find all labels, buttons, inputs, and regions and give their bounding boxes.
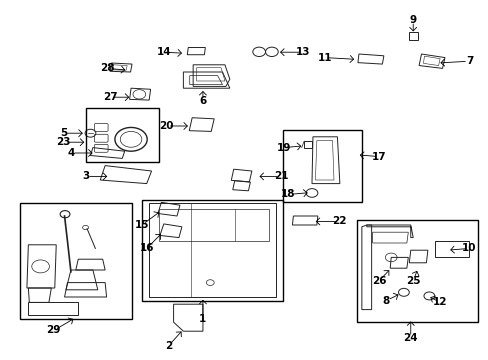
Bar	[142, 200, 282, 301]
Text: 14: 14	[156, 47, 171, 57]
Text: 20: 20	[159, 121, 173, 131]
Text: 17: 17	[371, 152, 386, 162]
Text: 27: 27	[102, 92, 117, 102]
Text: 10: 10	[461, 243, 476, 253]
Text: 7: 7	[465, 56, 472, 66]
Text: 12: 12	[432, 297, 447, 307]
Text: 26: 26	[371, 276, 386, 286]
Text: 13: 13	[295, 47, 310, 57]
Text: 4: 4	[67, 148, 75, 158]
Bar	[20, 203, 132, 319]
Text: 24: 24	[403, 333, 417, 343]
Text: 1: 1	[199, 314, 206, 324]
Text: 11: 11	[317, 53, 332, 63]
Text: 25: 25	[405, 276, 420, 286]
Bar	[282, 130, 361, 202]
Text: 3: 3	[82, 171, 89, 181]
Text: 2: 2	[165, 341, 172, 351]
Bar	[85, 108, 159, 162]
Text: 23: 23	[56, 137, 71, 147]
Text: 18: 18	[281, 189, 295, 199]
Text: 9: 9	[409, 15, 416, 25]
Text: 15: 15	[134, 220, 149, 230]
Text: 8: 8	[382, 296, 389, 306]
Text: 6: 6	[199, 96, 206, 106]
Bar	[356, 220, 477, 322]
Text: 22: 22	[332, 216, 346, 226]
Text: 16: 16	[139, 243, 154, 253]
Text: 5: 5	[60, 128, 67, 138]
Text: 28: 28	[100, 63, 115, 73]
Text: 21: 21	[273, 171, 288, 181]
Text: 29: 29	[46, 325, 61, 336]
Text: 19: 19	[276, 143, 290, 153]
